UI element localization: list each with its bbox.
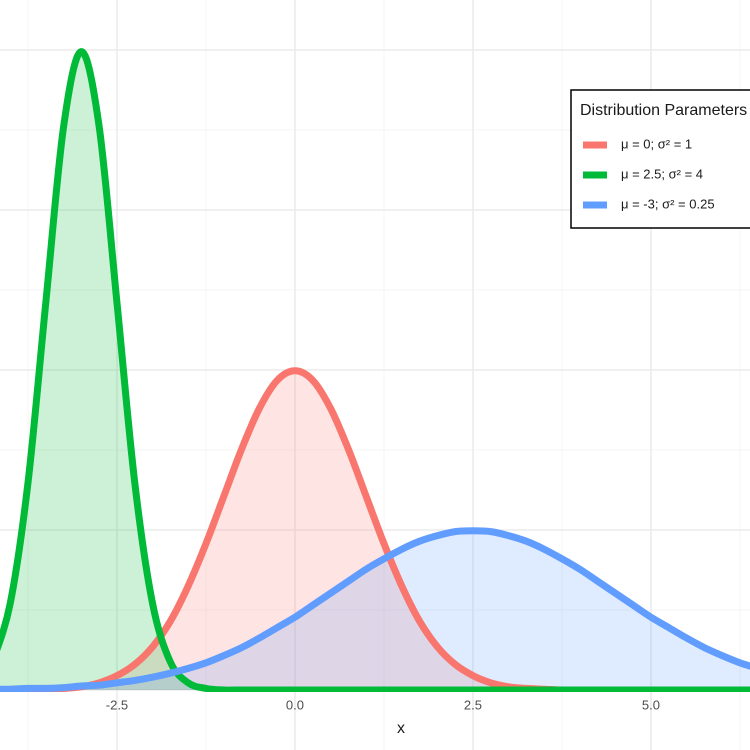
legend: Distribution Parameters μ = 0; σ² = 1 μ =… (570, 89, 750, 229)
legend-label: μ = -3; σ² = 0.25 (621, 196, 715, 211)
legend-title: Distribution Parameters (580, 102, 747, 119)
line (0, 48, 750, 692)
plot-area (0, 48, 750, 692)
x-axis-label: x (397, 720, 405, 737)
area (0, 51, 750, 691)
legend-label: μ = 0; σ² = 1 (621, 136, 692, 151)
area (0, 370, 750, 691)
x-tick-label: 5.0 (642, 697, 660, 712)
x-tick-label: -2.5 (106, 697, 128, 712)
legend-label: μ = 2.5; σ² = 4 (621, 166, 703, 181)
x-tick-label: 2.5 (464, 697, 482, 712)
x-tick-label: 0.0 (286, 697, 304, 712)
axis: -2.5 0.0 2.5 5.0 (106, 697, 660, 712)
line (0, 527, 750, 692)
area (0, 530, 750, 690)
